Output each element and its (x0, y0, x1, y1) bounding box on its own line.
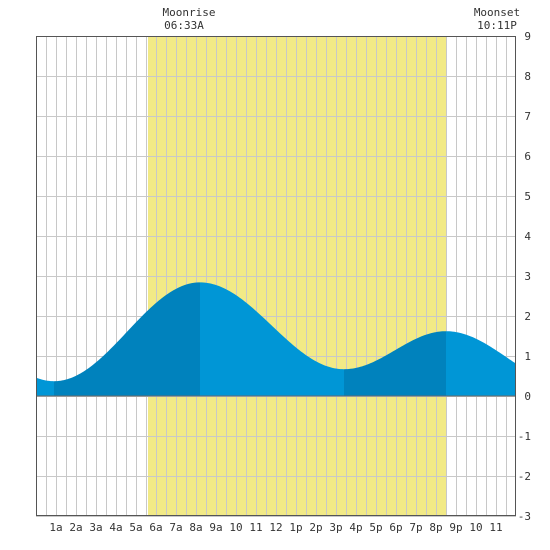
tide-area-light (36, 377, 54, 396)
y-tick-label: 7 (524, 110, 531, 123)
moonset-title: Moonset (474, 6, 520, 19)
x-tick-label: 1p (289, 521, 302, 534)
x-tick-label: 10 (469, 521, 482, 534)
y-tick-label: 0 (524, 390, 531, 403)
x-tick-label: 9a (209, 521, 222, 534)
x-tick-label: 2p (309, 521, 322, 534)
x-tick-label: 10 (229, 521, 242, 534)
x-tick-label: 4a (109, 521, 122, 534)
y-tick-label: 1 (524, 350, 531, 363)
y-tick-label: -3 (518, 510, 531, 523)
tide-area-light (446, 331, 516, 396)
x-tick-label: 4p (349, 521, 362, 534)
x-tick-label: 3a (89, 521, 102, 534)
y-tick-label: 5 (524, 190, 531, 203)
y-tick-label: 3 (524, 270, 531, 283)
moonrise-time: 06:33A (164, 19, 204, 32)
x-tick-label: 8a (189, 521, 202, 534)
y-tick-label: -2 (518, 470, 531, 483)
tide-area-light (200, 282, 344, 396)
x-tick-label: 7a (169, 521, 182, 534)
x-tick-label: 11 (249, 521, 262, 534)
x-tick-label: 6p (389, 521, 402, 534)
x-tick-label: 11 (489, 521, 502, 534)
x-tick-label: 2a (69, 521, 82, 534)
x-tick-label: 5p (369, 521, 382, 534)
x-tick-label: 1a (49, 521, 62, 534)
x-tick-label: 8p (429, 521, 442, 534)
x-tick-label: 5a (129, 521, 142, 534)
plot-frame (36, 36, 516, 516)
x-tick-label: 3p (329, 521, 342, 534)
x-tick-label: 7p (409, 521, 422, 534)
tide-area-dark (54, 282, 200, 396)
moonset-time: 10:11P (477, 19, 517, 32)
y-tick-label: 6 (524, 150, 531, 163)
tide-area-dark (344, 331, 446, 396)
y-tick-label: 4 (524, 230, 531, 243)
moonrise-title: Moonrise (163, 6, 216, 19)
x-tick-label: 6a (149, 521, 162, 534)
x-tick-label: 9p (449, 521, 462, 534)
y-tick-label: -1 (518, 430, 531, 443)
x-tick-label: 12 (269, 521, 282, 534)
y-tick-label: 8 (524, 70, 531, 83)
y-tick-label: 2 (524, 310, 531, 323)
y-tick-label: 9 (524, 30, 531, 43)
